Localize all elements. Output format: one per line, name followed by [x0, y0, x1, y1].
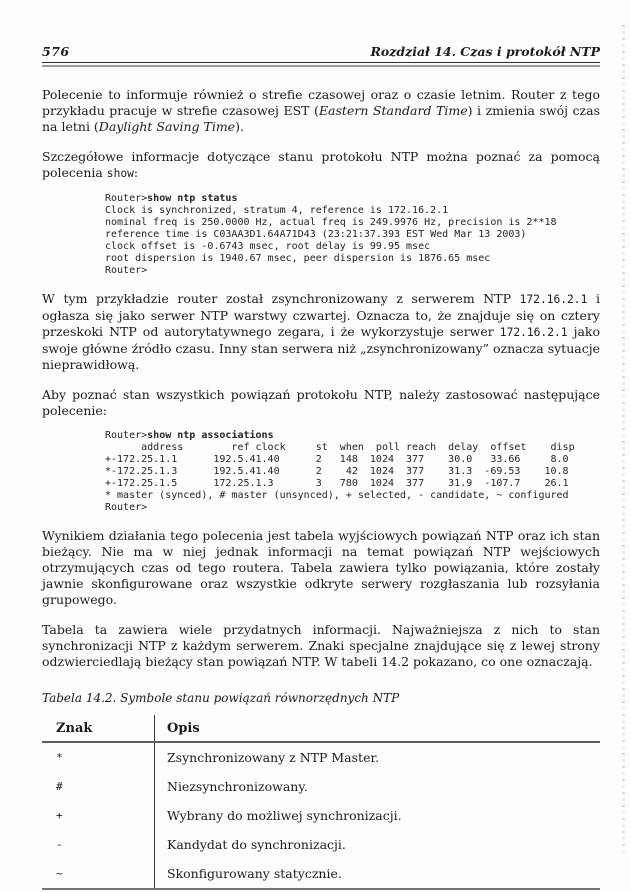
column-header-opis: Opis — [154, 715, 600, 742]
running-head: 576 Rozdział 14. Czas i protokół NTP — [42, 44, 600, 67]
table-row: + Wybrany do możliwej synchronizacji. — [42, 801, 600, 830]
description-cell: Wybrany do możliwej synchronizacji. — [154, 801, 600, 830]
paragraph-timezone: Polecenie to informuje również o strefie… — [42, 87, 600, 134]
symbol-cell: - — [56, 838, 63, 851]
header-rule — [42, 65, 600, 67]
table-caption: Tabela 14.2. Symbole stanu powiązań równ… — [42, 691, 400, 705]
symbol-cell: ~ — [56, 867, 63, 880]
paragraph-associations-intro: Aby poznać stan wszystkich powiązań prot… — [42, 387, 600, 418]
page-content: 576 Rozdział 14. Czas i protokół NTP Pol… — [42, 44, 600, 890]
symbol-cell: # — [56, 780, 63, 793]
table-row: * Zsynchronizowany z NTP Master. — [42, 742, 600, 772]
code-block-show-ntp-status: Router>show ntp status Clock is synchroni… — [105, 193, 557, 276]
description-cell: Niezsynchronizowany. — [154, 772, 600, 801]
column-header-znak: Znak — [56, 720, 93, 736]
paragraph-show-intro: Szczegółowe informacje dotyczące stanu p… — [42, 149, 600, 180]
symbol-cell: * — [56, 751, 63, 764]
table-row: ~ Skonfigurowany statycznie. — [42, 859, 600, 889]
symbol-cell: + — [56, 809, 63, 822]
description-cell: Kandydat do synchronizacji. — [154, 830, 600, 859]
description-cell: Skonfigurowany statycznie. — [154, 859, 600, 889]
table-row: # Niezsynchronizowany. — [42, 772, 600, 801]
paragraph-sync-explanation: W tym przykładzie router został zsynchro… — [42, 291, 600, 372]
paragraph-associations-result: Wynikiem działania tego polecenia jest t… — [42, 528, 600, 607]
chapter-title: Rozdział 14. Czas i protokół NTP — [370, 44, 600, 59]
scan-edge-artifact — [622, 25, 625, 853]
ntp-symbols-table: Znak Opis * Zsynchronizowany z NTP Maste… — [42, 715, 600, 890]
table-header-row: Znak Opis — [42, 715, 600, 742]
description-cell: Zsynchronizowany z NTP Master. — [154, 742, 600, 772]
running-head-row: 576 Rozdział 14. Czas i protokół NTP — [42, 44, 600, 63]
page-number: 576 — [42, 44, 70, 59]
paragraph-table-intro: Tabela ta zawiera wiele przydatnych info… — [42, 622, 600, 669]
code-block-show-ntp-associations: Router>show ntp associations address ref… — [105, 430, 575, 513]
table-row: - Kandydat do synchronizacji. — [42, 830, 600, 859]
